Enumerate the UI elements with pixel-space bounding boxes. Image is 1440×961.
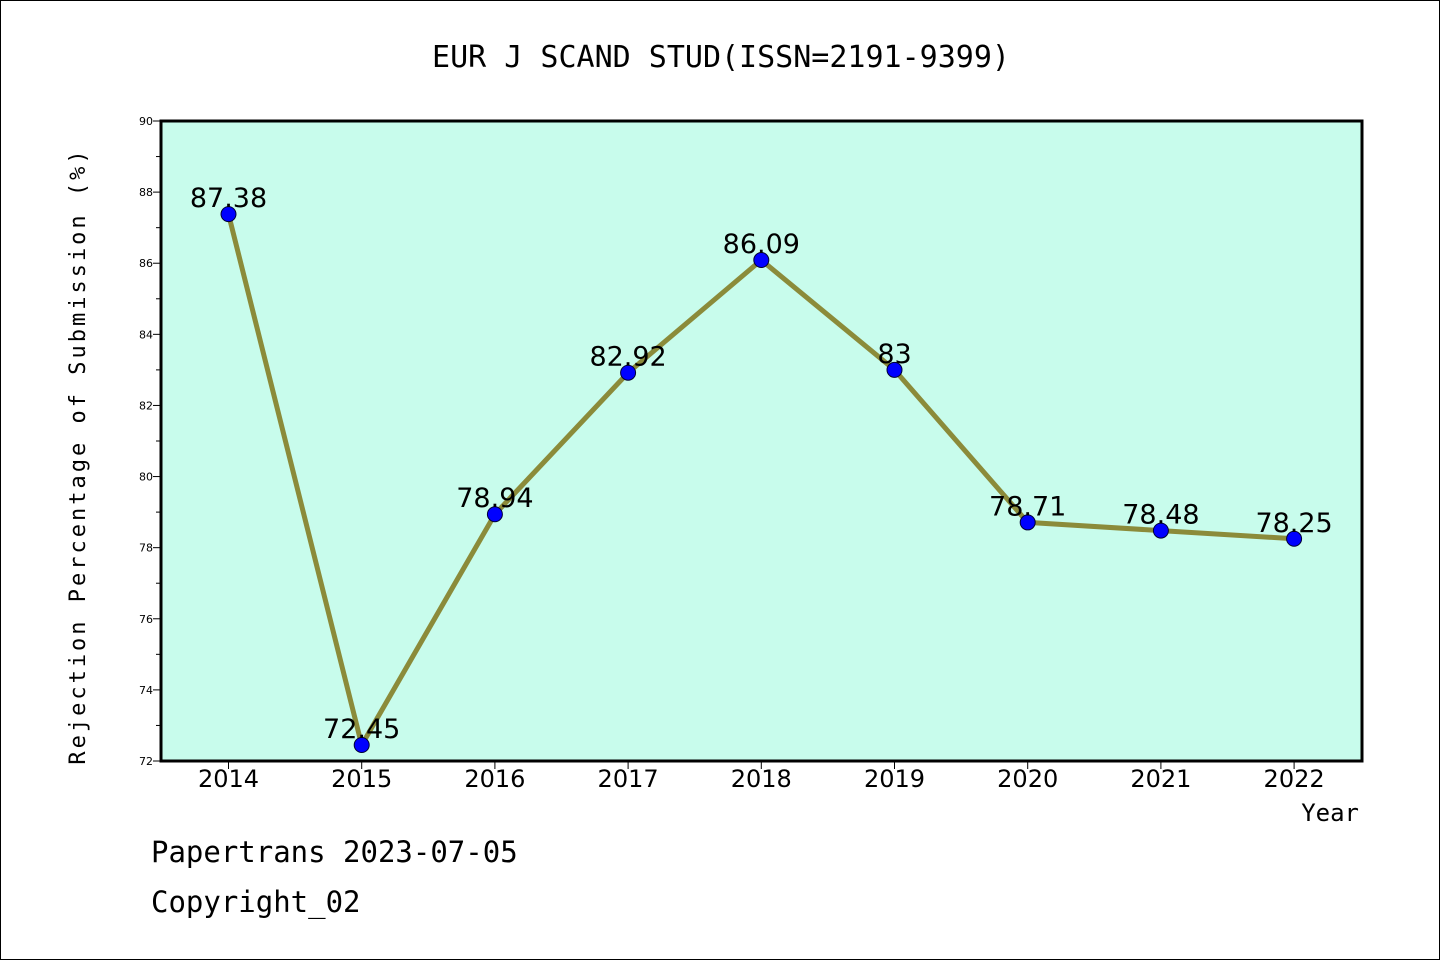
y-tick-label: 84 (139, 328, 153, 341)
axis-ticks: 72 74 76 78 80 82 84 86 88 90 2014 2015 2016 2017 2018… (139, 115, 1325, 793)
data-label: 78.94 (456, 483, 533, 514)
x-axis-label: Year (1301, 799, 1359, 827)
data-point (1286, 530, 1303, 547)
data-point (620, 364, 637, 381)
data-label: 78.25 (1255, 508, 1332, 539)
series-line-group: 87.38 72.45 78.94 82.92 86.09 83 78.71 78.48 78.… (190, 183, 1333, 753)
data-label: 86.09 (723, 229, 800, 260)
y-tick-label: 82 (139, 399, 153, 412)
y-tick-label: 78 (139, 542, 153, 555)
data-label: 72.45 (323, 714, 400, 745)
y-tick-label: 90 (139, 115, 153, 128)
data-point (886, 361, 903, 378)
data-point (220, 206, 237, 223)
data-label: 83 (877, 339, 911, 370)
x-tick-label: 2017 (598, 765, 659, 793)
x-tick-label: 2015 (331, 765, 392, 793)
y-tick-label: 72 (139, 755, 153, 768)
x-tick-label: 2014 (198, 765, 259, 793)
footer-copyright: Copyright_02 (151, 885, 361, 919)
x-tick-label: 2022 (1264, 765, 1325, 793)
y-tick-label: 76 (139, 613, 153, 626)
data-point (486, 506, 503, 523)
plot-area (161, 121, 1362, 761)
y-tick-label: 80 (139, 471, 153, 484)
y-axis-label: Rejection Percentage of Submission (%) (66, 147, 91, 764)
data-label: 82.92 (589, 342, 666, 373)
y-tick-label: 74 (139, 684, 153, 697)
y-tick-label: 88 (139, 186, 153, 199)
x-tick-label: 2019 (864, 765, 925, 793)
footer-source: Papertrans 2023-07-05 (151, 835, 518, 869)
data-point (753, 252, 770, 269)
data-label: 78.48 (1122, 500, 1199, 531)
data-point (1152, 522, 1169, 539)
x-tick-label: 2020 (997, 765, 1058, 793)
chart-title: EUR J SCAND STUD(ISSN=2191-9399) (432, 40, 1010, 75)
x-tick-label: 2021 (1130, 765, 1191, 793)
y-tick-label: 86 (139, 257, 153, 270)
data-point (1019, 514, 1036, 531)
data-label: 78.71 (989, 491, 1066, 522)
plot-border (159, 119, 1364, 763)
data-point (353, 737, 370, 753)
data-label: 87.38 (190, 183, 267, 214)
x-tick-label: 2016 (464, 765, 525, 793)
x-tick-label: 2018 (731, 765, 792, 793)
